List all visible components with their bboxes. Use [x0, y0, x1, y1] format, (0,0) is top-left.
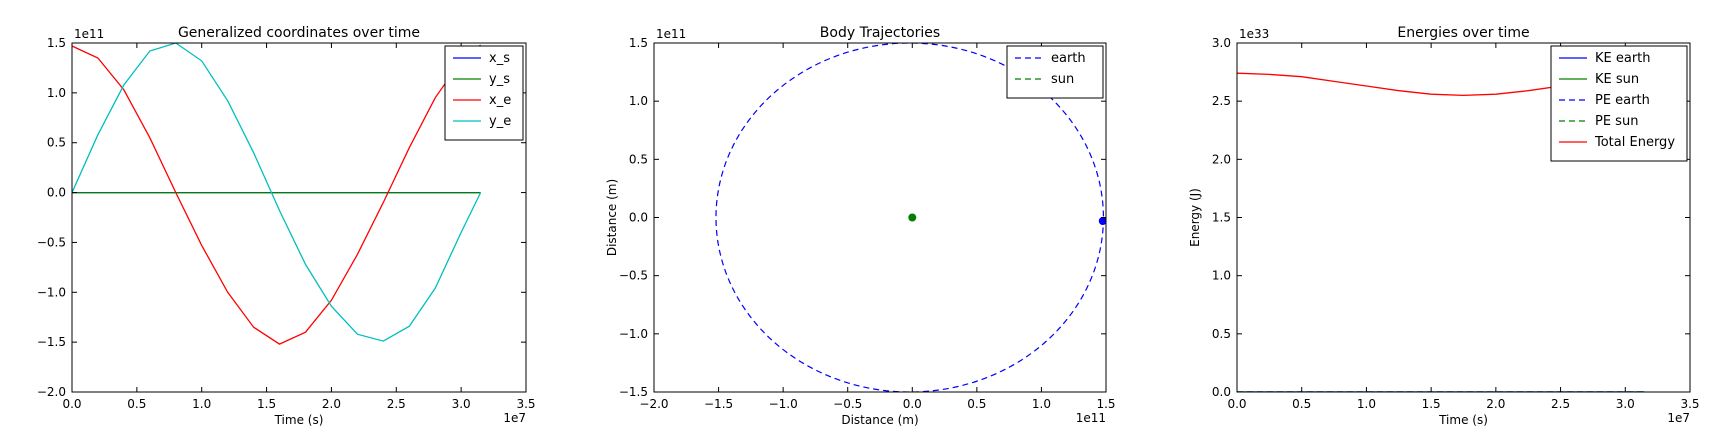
x-tick-label: −1.0	[769, 397, 798, 411]
y-tick-label: 0.0	[1212, 385, 1231, 399]
x-tick-label: 3.0	[1616, 397, 1635, 411]
legend-label: KE sun	[1595, 72, 1639, 87]
y-tick-label: −1.0	[619, 327, 648, 341]
y-tick-label: −1.5	[619, 385, 648, 399]
chart-panel-3: Energies over time 0.0 0.5 1.0 1.5 2.0 2.5 3.0 3…	[1188, 25, 1700, 427]
y-tick-label: 1.0	[47, 86, 66, 100]
x-axis-label: Time (s)	[274, 413, 324, 427]
x-tick-label: 2.0	[1486, 397, 1505, 411]
y-tick-label: −0.5	[619, 269, 648, 283]
x-axis-multiplier: 1e7	[1667, 411, 1690, 425]
chart-title: Body Trajectories	[820, 25, 940, 41]
y-tick-label: −1.5	[37, 335, 66, 349]
x-axis-label: Time (s)	[1438, 413, 1488, 427]
x-tick-label: 0.0	[903, 397, 922, 411]
x-tick-label: 3.0	[452, 397, 471, 411]
chart-title: Generalized coordinates over time	[178, 25, 420, 41]
x-tick-label: 2.0	[322, 397, 341, 411]
y-axis-label: Distance (m)	[605, 179, 619, 256]
chart-panel-2: Body Trajectories−2.0 −1.5 −1.0 −0.5 0.0 0.5 1…	[605, 25, 1116, 427]
y-tick-label: −2.0	[37, 385, 66, 399]
marker-earth	[1098, 216, 1106, 225]
x-tick-label: 1.0	[1032, 397, 1051, 411]
legend-label: x_s	[489, 51, 510, 66]
x-tick-label: 0.5	[967, 397, 986, 411]
x-tick-label: 1.5	[1096, 397, 1115, 411]
x-tick-label: 1.5	[1422, 397, 1441, 411]
legend: KE earth KE sun PE earth PE sun Total Energy	[1550, 45, 1688, 162]
x-tick-label: 1.0	[192, 397, 211, 411]
x-tick-label: 3.5	[1680, 397, 1699, 411]
y-axis-multiplier: 1e11	[74, 27, 104, 41]
y-tick-label: 1.5	[629, 36, 648, 50]
y-tick-label: 1.5	[1212, 211, 1231, 225]
x-tick-label: 0.0	[62, 397, 81, 411]
legend-label: PE sun	[1595, 114, 1638, 129]
x-tick-label: −2.0	[639, 397, 668, 411]
y-tick-label: −1.0	[37, 285, 66, 299]
x-tick-label: 1.5	[257, 397, 276, 411]
y-axis-multiplier: 1e33	[1239, 27, 1269, 41]
legend-label: y_e	[489, 114, 511, 129]
y-tick-label: 0.0	[47, 186, 66, 200]
legend-label: PE earth	[1595, 93, 1650, 108]
x-tick-label: 2.5	[1551, 397, 1570, 411]
plot-area	[72, 43, 482, 345]
chart-title: Energies over time	[1397, 25, 1529, 41]
x-tick-label: 0.5	[127, 397, 146, 411]
y-tick-label: 1.5	[47, 36, 66, 50]
y-tick-label: 1.0	[1212, 269, 1231, 283]
x-tick-label: −0.5	[833, 397, 862, 411]
legend-label: Total Energy	[1594, 135, 1675, 150]
x-tick-label: 0.5	[1292, 397, 1311, 411]
legend-label: x_e	[489, 93, 511, 108]
x-tick-label: 2.5	[387, 397, 406, 411]
legend-label: sun	[1051, 72, 1074, 87]
chart-panel-1: Generalized coordinates over time 0.0 0.5 1…	[37, 25, 536, 427]
x-tick-label: 3.5	[516, 397, 535, 411]
y-tick-label: 2.0	[1212, 152, 1231, 166]
x-tick-label: 1.0	[1357, 397, 1376, 411]
legend-label: y_s	[489, 72, 510, 87]
x-tick-label: 0.0	[1227, 397, 1246, 411]
legend: earth sun	[1006, 45, 1104, 99]
y-tick-label: 1.0	[629, 94, 648, 108]
series-line-x_e	[72, 44, 482, 345]
plot-frame	[71, 42, 527, 393]
x-tick-label: −1.5	[704, 397, 733, 411]
y-tick-label: 0.5	[629, 152, 648, 166]
y-tick-label: 0.5	[1212, 327, 1231, 341]
y-tick-label: −0.5	[37, 235, 66, 249]
y-axis-label: Energy (J)	[1188, 188, 1202, 247]
x-axis-multiplier: 1e7	[503, 411, 526, 425]
y-axis-multiplier: 1e11	[656, 27, 686, 41]
x-axis-multiplier: 1e11	[1076, 411, 1106, 425]
legend: x_s y_s x_e y_e	[444, 45, 524, 141]
y-tick-label: 3.0	[1212, 36, 1231, 50]
marker-sun	[908, 213, 917, 222]
y-tick-label: 0.0	[629, 211, 648, 225]
x-axis-label: Distance (m)	[841, 413, 918, 427]
legend-box	[444, 45, 524, 141]
legend-label: KE earth	[1595, 51, 1651, 66]
legend-box	[1006, 45, 1104, 99]
y-tick-label: 2.5	[1212, 94, 1231, 108]
y-tick-label: 0.5	[47, 136, 66, 150]
series-line-y_e	[72, 43, 482, 342]
legend-label: earth	[1051, 51, 1086, 66]
